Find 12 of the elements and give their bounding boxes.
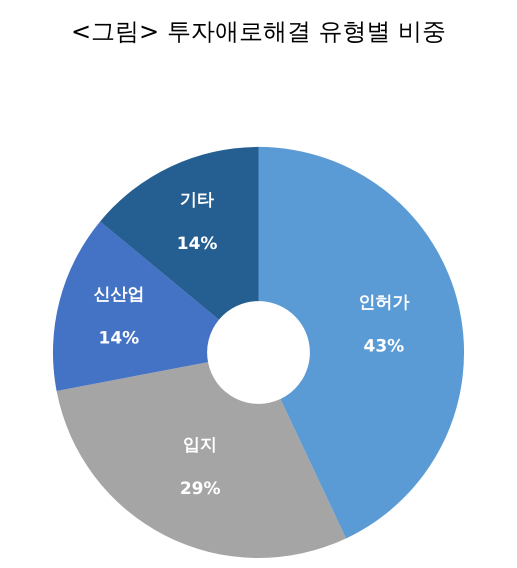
data-label: 14% xyxy=(176,234,218,254)
slice-label: 인허가 xyxy=(358,292,410,312)
data-label: 43% xyxy=(364,336,404,357)
slice-label: 기타 xyxy=(180,190,214,210)
chart-title: <그림> 투자애로해결 유형별 비중 xyxy=(70,18,446,46)
slice-label: 입지 xyxy=(183,434,218,455)
donut-slice xyxy=(53,221,219,391)
data-label: 14% xyxy=(98,328,140,349)
donut-slice xyxy=(56,362,346,558)
slice-label: 신산업 xyxy=(93,284,144,305)
data-label: 29% xyxy=(180,479,221,500)
donut-slice xyxy=(258,146,464,538)
